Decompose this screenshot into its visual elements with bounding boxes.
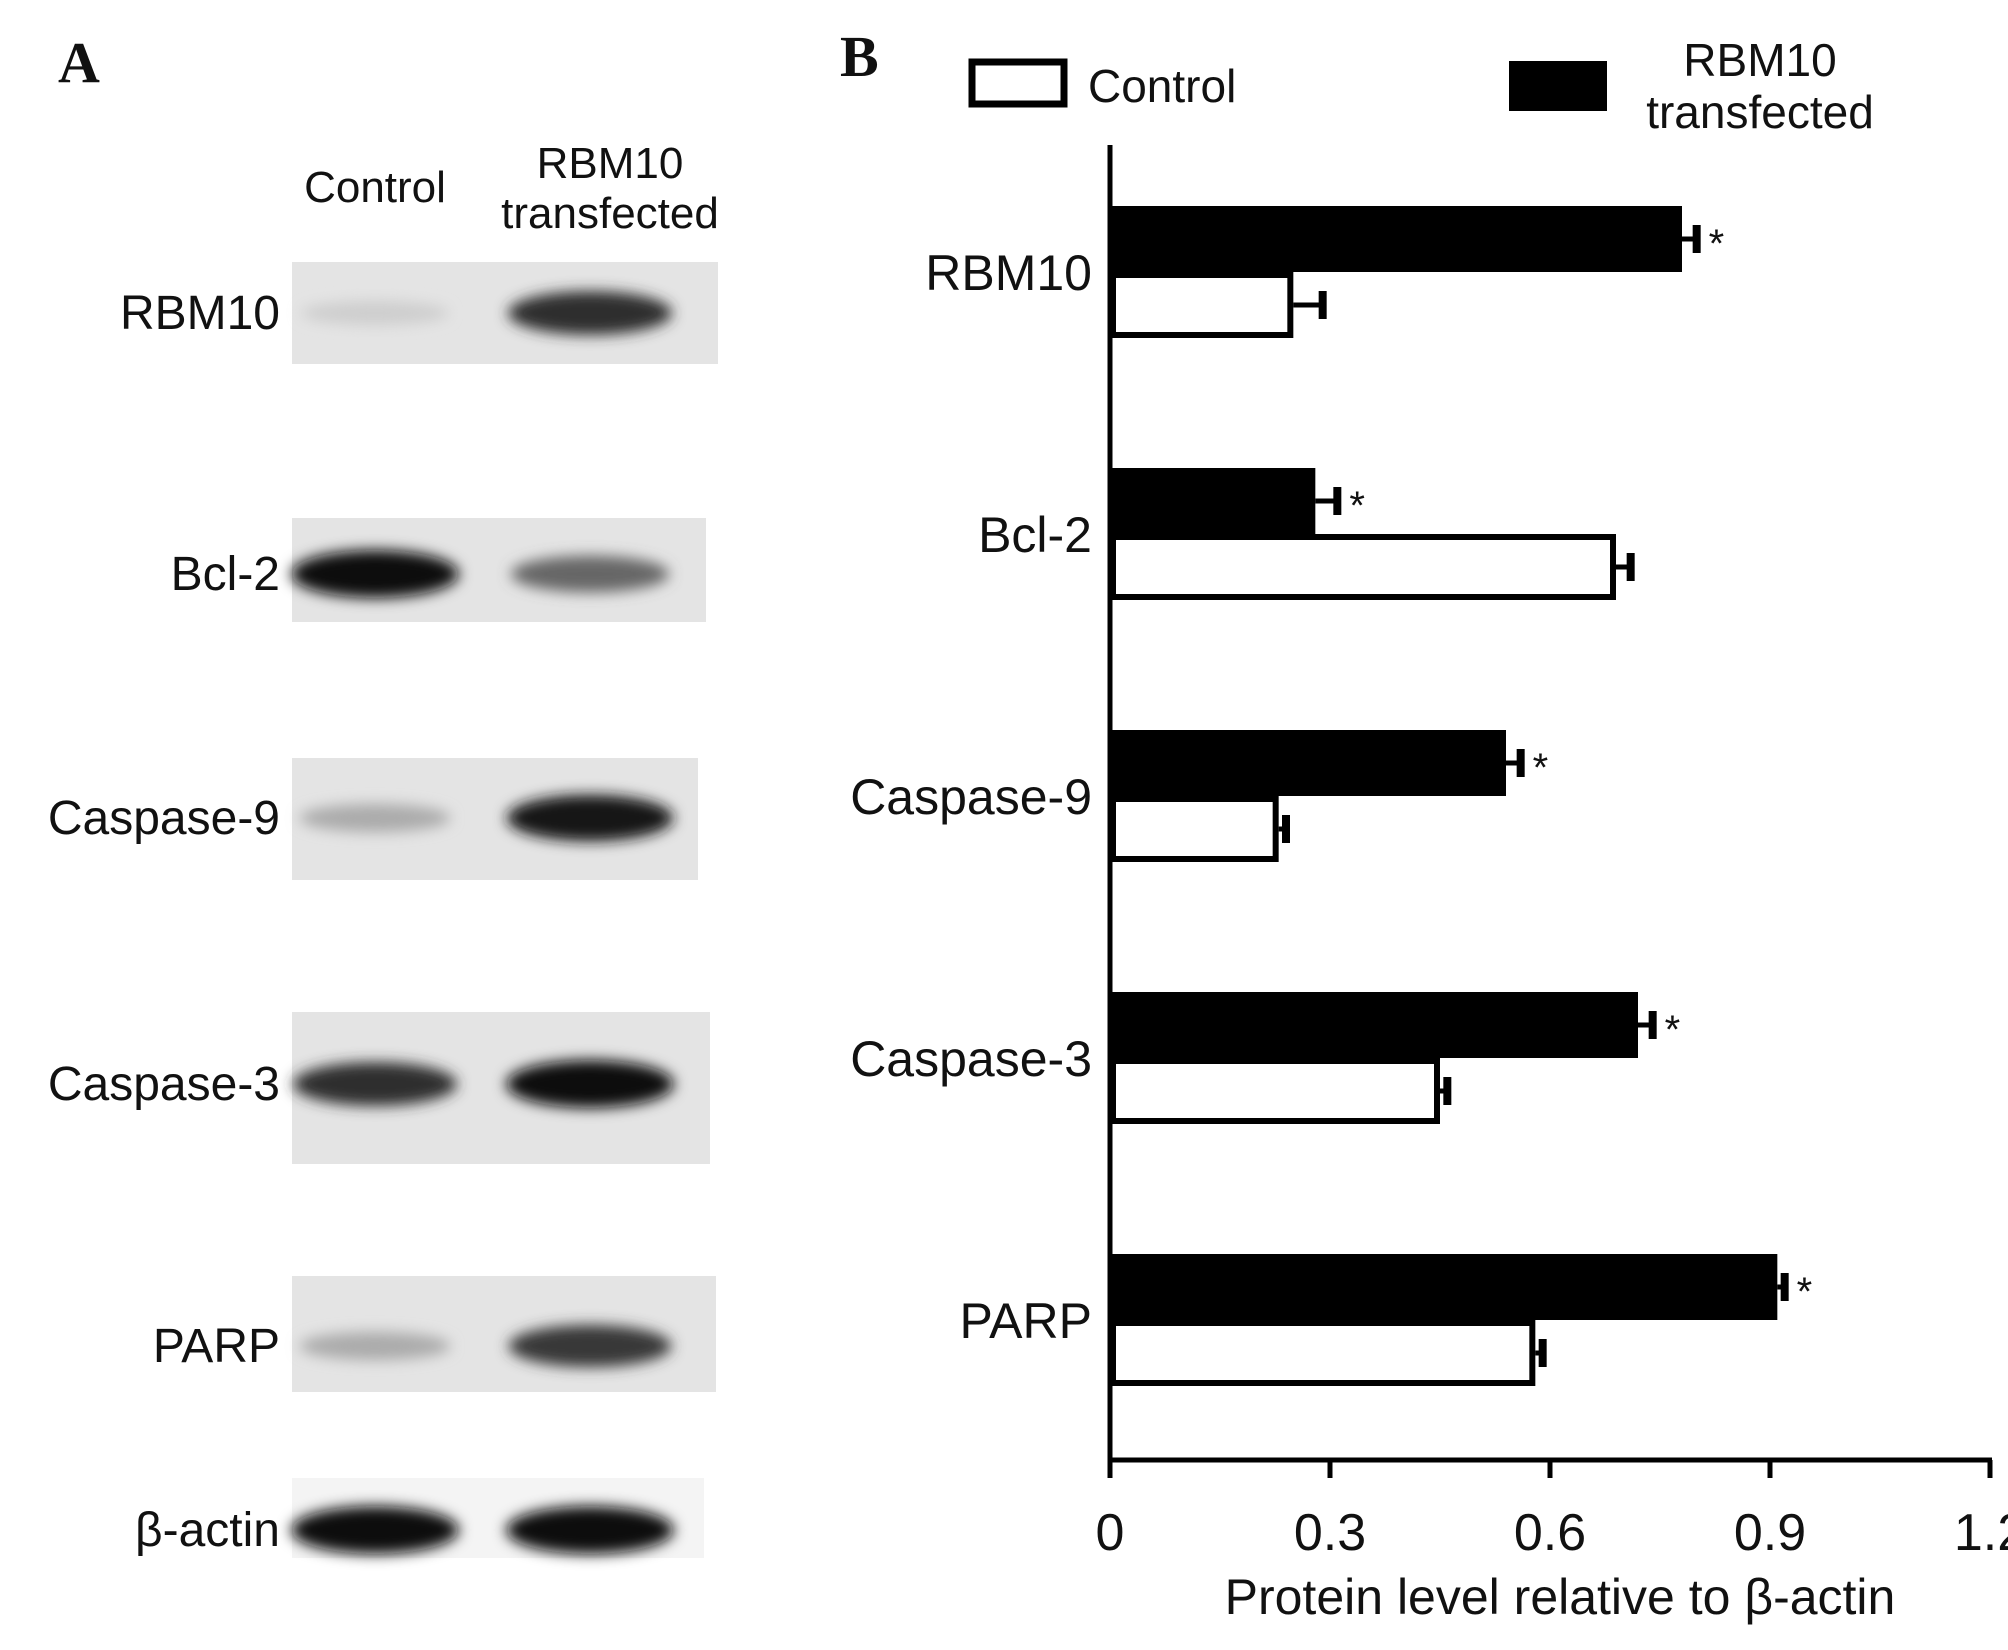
y-category-label: Bcl-2 bbox=[978, 507, 1092, 563]
legend-label-control: Control bbox=[1088, 60, 1236, 112]
blot-row: Caspase-9 bbox=[48, 758, 698, 880]
x-ticks: 0 0.3 0.6 0.9 1.2 bbox=[1096, 1460, 2008, 1562]
y-category-label: Caspase-9 bbox=[850, 769, 1092, 825]
blot-row: PARP bbox=[153, 1276, 716, 1392]
panel-b-label: B bbox=[840, 24, 879, 89]
legend-swatch-rbm10 bbox=[1509, 61, 1607, 111]
blot-lane-headers: Control RBM10 transfected bbox=[304, 139, 719, 238]
blot-band bbox=[508, 1324, 672, 1368]
significance-marker: * bbox=[1709, 222, 1725, 266]
legend-label-rbm10: RBM10 transfected bbox=[1646, 34, 1874, 138]
blot-band bbox=[291, 550, 459, 598]
blot-row-label: β-actin bbox=[135, 1504, 280, 1557]
blot-band bbox=[301, 300, 449, 326]
bar-rbm10-transfected bbox=[1110, 206, 1682, 272]
category-labels: RBM10 Bcl-2 Caspase-9 Caspase-3 PARP bbox=[850, 245, 1092, 1349]
blot-rows: RBM10 Bcl-2 Caspase-9 Caspase-3 PARP β-actin bbox=[48, 262, 718, 1558]
panel-a: A Control RBM10 transfected RBM10 Bcl-2 Cas… bbox=[48, 30, 719, 1558]
blot-band bbox=[506, 1506, 674, 1554]
blot-row-label: PARP bbox=[153, 1320, 280, 1373]
significance-marker: * bbox=[1797, 1270, 1813, 1314]
x-tick-label: 1.2 bbox=[1954, 1504, 2008, 1562]
blot-row: Caspase-3 bbox=[48, 1012, 710, 1164]
y-category-label: RBM10 bbox=[925, 245, 1092, 301]
chart-legend: Control RBM10 transfected bbox=[968, 34, 1874, 138]
blot-band bbox=[506, 794, 674, 842]
significance-marker: * bbox=[1349, 484, 1365, 528]
bars: * * * * * bbox=[1110, 206, 1813, 1386]
bar-control bbox=[1110, 272, 1294, 338]
blot-band bbox=[299, 803, 451, 833]
blot-row-label: Caspase-3 bbox=[48, 1058, 280, 1111]
significance-marker: * bbox=[1665, 1008, 1681, 1052]
blot-band bbox=[299, 1331, 451, 1361]
panel-a-label: A bbox=[58, 30, 100, 95]
bar-rbm10-transfected bbox=[1110, 992, 1638, 1058]
bar-rbm10-transfected bbox=[1110, 468, 1316, 534]
bar-rbm10-transfected bbox=[1110, 1254, 1778, 1320]
blot-band bbox=[291, 1506, 459, 1554]
bar-control bbox=[1110, 796, 1279, 862]
chart-plot: 0 0.3 0.6 0.9 1.2 * * * * * RBM10 Bcl-2 Caspase-9 C… bbox=[850, 145, 2008, 1562]
bar-control bbox=[1110, 534, 1616, 600]
bar-rbm10-transfected bbox=[1110, 730, 1506, 796]
blot-lane-header-control: Control bbox=[304, 163, 446, 212]
bar-control bbox=[1110, 1058, 1440, 1124]
legend-swatch-control bbox=[968, 58, 1068, 108]
blot-row: β-actin bbox=[135, 1478, 704, 1558]
bar-control bbox=[1110, 1320, 1536, 1386]
blot-row-label: Bcl-2 bbox=[171, 548, 280, 601]
blot-row: Bcl-2 bbox=[171, 518, 706, 622]
x-tick-label: 0 bbox=[1096, 1504, 1125, 1562]
x-tick-label: 0.9 bbox=[1734, 1504, 1806, 1562]
significance-marker: * bbox=[1533, 746, 1549, 790]
y-category-label: Caspase-3 bbox=[850, 1031, 1092, 1087]
blot-row-label: RBM10 bbox=[120, 287, 280, 340]
x-tick-label: 0.3 bbox=[1294, 1504, 1366, 1562]
blot-band bbox=[507, 291, 673, 335]
blot-band bbox=[510, 555, 670, 593]
blot-lane-header-rbm10: RBM10 transfected bbox=[501, 139, 719, 238]
blot-row: RBM10 bbox=[120, 262, 718, 364]
blot-band bbox=[292, 1062, 458, 1106]
blot-band bbox=[506, 1060, 674, 1108]
x-tick-label: 0.6 bbox=[1514, 1504, 1586, 1562]
blot-row-label: Caspase-9 bbox=[48, 792, 280, 845]
x-axis-title: Protein level relative to β-actin bbox=[1225, 1569, 1896, 1625]
y-category-label: PARP bbox=[960, 1293, 1092, 1349]
